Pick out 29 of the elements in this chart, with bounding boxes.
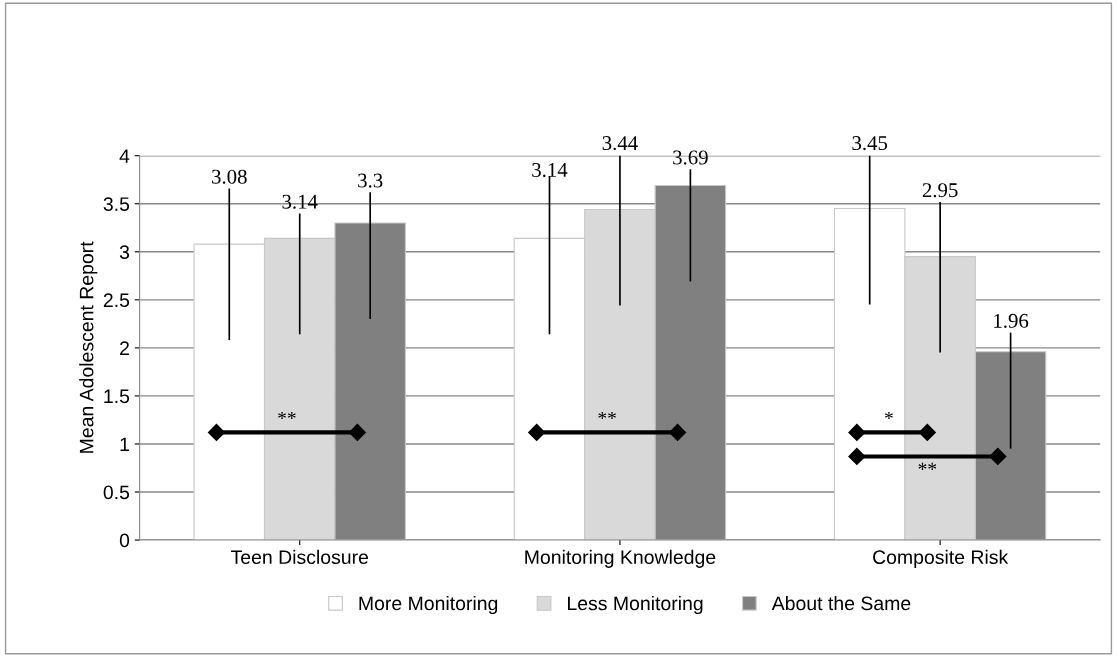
data-label: 3.08 (212, 169, 247, 184)
annotation: ** (278, 411, 296, 420)
legend-label: Less Monitoring (568, 595, 703, 615)
y-tick-label: 1.5 (104, 389, 130, 404)
y-tick-label: 1 (120, 437, 129, 452)
annotation: ** (918, 462, 937, 470)
x-tick-label: Monitoring Knowledge (525, 549, 716, 568)
data-label: 3.14 (532, 162, 568, 178)
y-tick-label: 3 (119, 245, 130, 260)
data-label: 3.3 (358, 173, 383, 188)
y-tick-label: 0.5 (103, 485, 130, 500)
y-axis-title: Mean Adolescent Report (79, 241, 98, 453)
legend-label: More Monitoring (359, 595, 498, 615)
data-label: 1.96 (994, 313, 1029, 328)
data-label: 3.44 (602, 136, 638, 151)
annotation: ** (598, 411, 616, 420)
x-tick-label: Composite Risk (873, 549, 1009, 568)
legend-label: About the Same (771, 595, 911, 611)
annotation: * (885, 411, 893, 420)
y-tick-label: 2 (120, 341, 129, 355)
data-label: 3.69 (673, 150, 708, 165)
y-tick-label: 4 (119, 149, 130, 163)
data-label: 3.14 (282, 194, 318, 209)
y-tick-label: 3.5 (103, 197, 130, 211)
data-label: 3.45 (852, 136, 888, 151)
data-label: 2.95 (922, 183, 958, 198)
y-tick-label: 2.5 (103, 293, 130, 308)
y-tick-label: 0 (119, 533, 130, 548)
x-tick-label: Teen Disclosure (231, 549, 369, 565)
